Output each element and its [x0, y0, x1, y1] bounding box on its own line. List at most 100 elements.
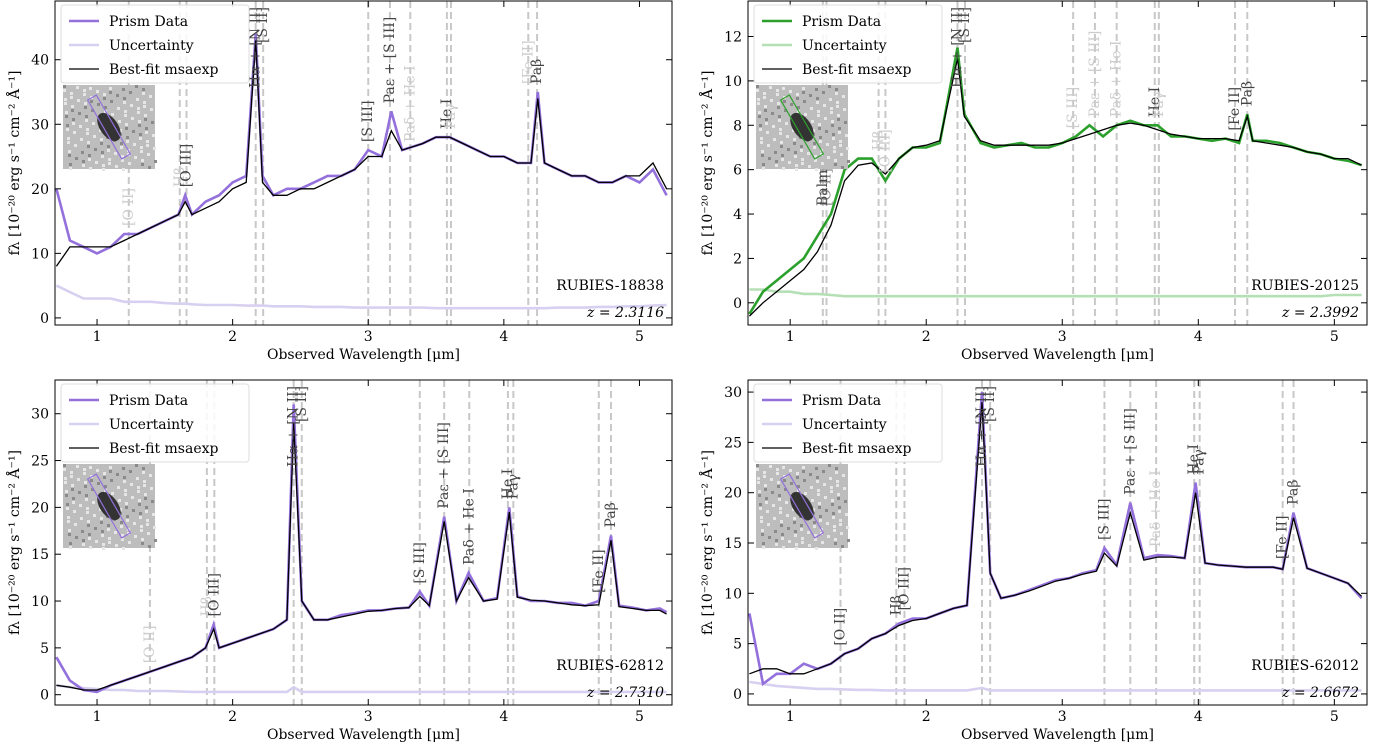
inset-noise	[154, 539, 157, 542]
inset-noise	[63, 468, 66, 471]
inset-noise	[786, 514, 789, 517]
inset-noise	[82, 543, 85, 546]
inset-noise	[125, 506, 128, 509]
inset-noise	[129, 91, 132, 94]
inset-noise	[99, 508, 102, 511]
inset-noise	[787, 148, 790, 151]
emission-line-label: [S II]	[982, 386, 998, 422]
inset-noise	[832, 512, 835, 515]
inset-noise	[89, 167, 92, 170]
inset-noise	[67, 516, 70, 519]
x-tick-label: 1	[786, 709, 795, 725]
inset-noise	[84, 485, 87, 488]
inset-noise	[138, 503, 141, 506]
emission-line-label: He I	[1147, 87, 1163, 117]
inset-noise	[118, 499, 121, 502]
inset-noise	[833, 525, 836, 528]
inset-noise	[71, 105, 74, 108]
inset-noise	[116, 473, 119, 476]
inset-noise	[116, 94, 119, 97]
inset-noise	[123, 476, 126, 479]
inset-noise	[775, 164, 778, 167]
y-tick-label: 10	[724, 586, 742, 602]
inset-noise	[69, 542, 72, 545]
inset-noise	[763, 471, 766, 474]
inset-noise	[831, 503, 834, 506]
inset-noise	[800, 149, 803, 152]
inset-noise	[137, 490, 140, 493]
inset-noise	[119, 508, 122, 511]
inset-noise	[822, 91, 825, 94]
inset-noise	[72, 118, 75, 121]
inset-noise	[153, 147, 156, 150]
inset-noise	[122, 467, 125, 470]
inset-noise	[143, 105, 146, 108]
inset-noise	[763, 96, 766, 99]
inset-noise	[63, 89, 66, 92]
inset-noise	[71, 484, 74, 487]
inset-noise	[66, 124, 69, 127]
inset-noise	[837, 497, 840, 500]
inset-noise	[78, 112, 81, 115]
inset-noise	[109, 470, 112, 473]
inset-noise	[96, 90, 99, 93]
inset-noise	[101, 530, 104, 533]
emission-line-label: Paβ	[1286, 480, 1302, 505]
inset-noise	[83, 468, 86, 471]
inset-noise	[762, 542, 765, 545]
emission-line-label: Hβ	[199, 596, 215, 616]
inset-noise	[92, 122, 95, 125]
inset-noise	[80, 517, 83, 520]
inset-noise	[839, 519, 842, 522]
inset-noise	[773, 138, 776, 141]
y-tick-label: 20	[31, 182, 49, 198]
inset-noise	[65, 490, 68, 493]
inset-noise	[841, 545, 844, 548]
inset-noise	[765, 118, 768, 121]
inset-noise	[810, 486, 813, 489]
y-axis-label: fλ [10⁻²⁰ erg s⁻¹ cm⁻² Å⁻¹]	[5, 450, 23, 635]
inset-noise	[836, 484, 839, 487]
inset-noise	[771, 491, 774, 494]
inset-noise	[790, 482, 793, 485]
inset-noise	[758, 494, 761, 497]
inset-noise	[813, 142, 816, 145]
inset-noise	[69, 546, 72, 549]
inset-noise	[794, 151, 797, 154]
inset-noise	[81, 151, 84, 154]
inset-noise	[762, 167, 765, 170]
inset-noise	[100, 517, 103, 520]
inset-noise	[796, 93, 799, 96]
inset-noise	[827, 535, 830, 538]
x-tick-label: 2	[922, 329, 931, 345]
inset-noise	[782, 87, 785, 90]
inset-noise	[788, 540, 791, 543]
inset-noise	[141, 159, 144, 162]
inset-noise	[78, 491, 81, 494]
inset-noise	[89, 466, 92, 469]
inset-noise	[65, 494, 68, 497]
y-tick-label: 30	[31, 407, 49, 423]
inset-noise	[141, 542, 144, 545]
inset-noise	[110, 100, 113, 103]
inset-noise	[841, 166, 844, 169]
inset-noise	[143, 480, 146, 483]
inset-noise	[757, 481, 760, 484]
inset-noise	[151, 500, 154, 503]
inset-noise	[814, 155, 817, 158]
inset-noise	[796, 97, 799, 100]
inset-noise	[779, 507, 782, 510]
inset-noise	[94, 527, 97, 530]
inset-noise	[800, 528, 803, 531]
inset-slit	[86, 473, 132, 539]
inset-noise	[824, 496, 827, 499]
inset-noise	[838, 127, 841, 130]
inset-noise	[761, 533, 764, 536]
x-tick-label: 2	[922, 709, 931, 725]
inset-noise	[759, 507, 762, 510]
inset-noise	[100, 142, 103, 145]
inset-noise	[803, 100, 806, 103]
inset-noise	[818, 123, 821, 126]
inset-noise	[136, 477, 139, 480]
inset-noise	[108, 162, 111, 165]
